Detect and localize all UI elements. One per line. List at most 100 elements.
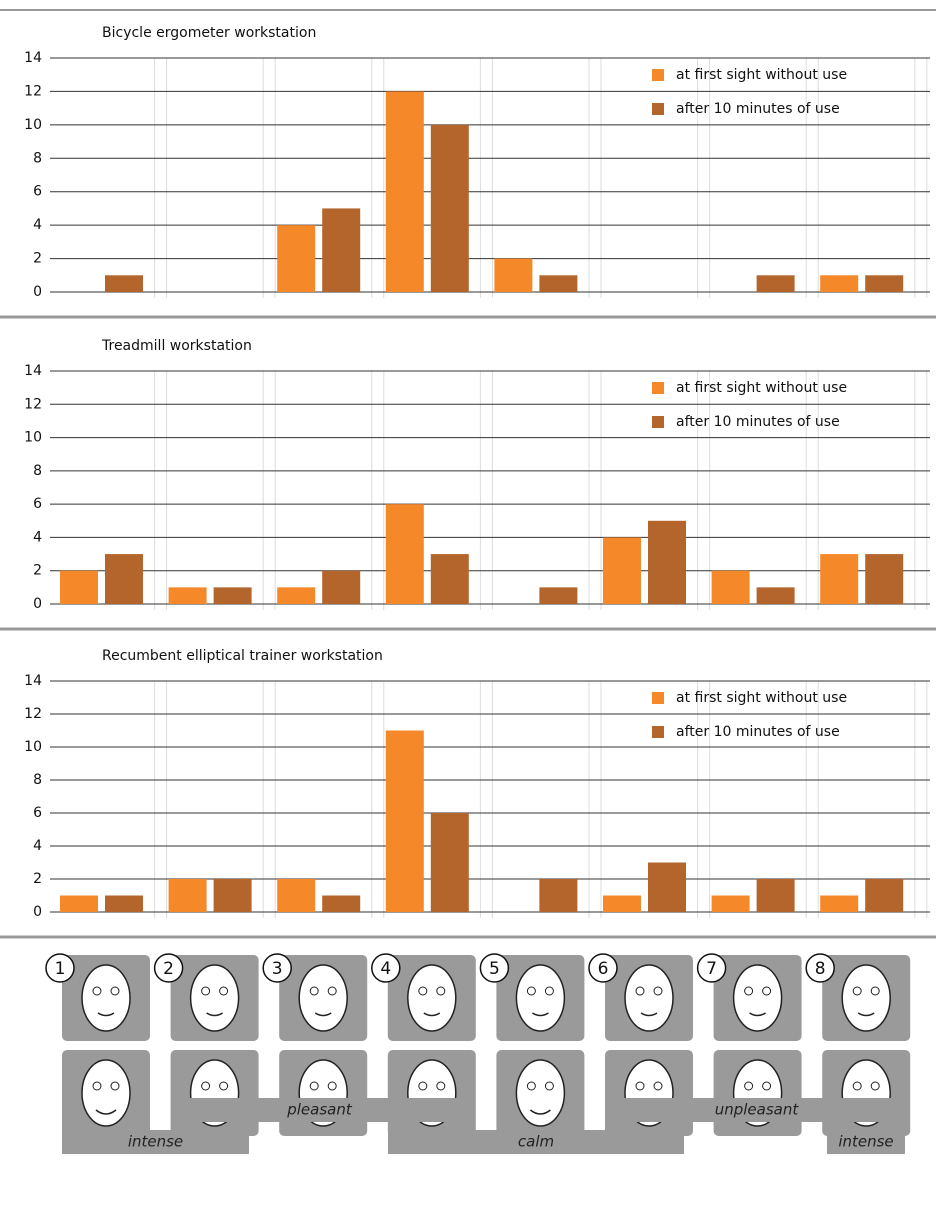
face-eye <box>219 1081 229 1091</box>
face-eye <box>635 986 645 996</box>
face-eye <box>744 986 754 996</box>
face <box>732 964 783 1032</box>
face-eye <box>110 986 120 996</box>
face-eye <box>418 986 428 996</box>
bar <box>865 275 904 292</box>
bar <box>711 570 750 604</box>
legend-label: after 10 minutes of use <box>676 414 840 430</box>
face-eye <box>201 986 211 996</box>
legend-label: at first sight without use <box>676 690 847 706</box>
legend-swatch <box>652 692 664 704</box>
bar <box>603 537 641 604</box>
face-eye <box>327 986 337 996</box>
face-mouth <box>640 1012 658 1017</box>
y-tick-label: 14 <box>24 673 42 689</box>
y-tick-label: 8 <box>33 772 42 788</box>
face <box>624 964 674 1032</box>
legend-label: after 10 minutes of use <box>676 101 840 117</box>
legend-swatch <box>652 103 664 115</box>
face-eye <box>852 1081 862 1091</box>
bar <box>430 813 469 912</box>
number-circle <box>479 953 510 983</box>
scale-label: calm <box>518 1133 554 1151</box>
y-tick-label: 0 <box>33 596 42 612</box>
scale-bar <box>608 1098 905 1122</box>
number-circle <box>805 953 835 983</box>
bar <box>865 554 904 604</box>
face-eye <box>219 986 229 996</box>
face <box>81 964 131 1032</box>
face-eye <box>327 1081 337 1091</box>
face-eye <box>309 1081 319 1091</box>
bar <box>711 895 750 912</box>
face-mouth <box>529 1109 551 1115</box>
face-eye <box>653 986 663 996</box>
scale-label: pleasant <box>286 1101 353 1119</box>
face-eye <box>436 986 446 996</box>
face <box>515 1059 566 1127</box>
y-tick-label: 6 <box>33 805 42 821</box>
face-mouth <box>314 1012 332 1017</box>
bar <box>277 879 316 912</box>
bar <box>213 587 252 604</box>
legend-label: at first sight without use <box>676 67 847 83</box>
number-circle <box>153 953 184 983</box>
face-eye <box>852 986 862 996</box>
y-tick-label: 10 <box>24 430 42 446</box>
chart-title: Treadmill workstation <box>101 338 252 354</box>
face-eye <box>526 1081 536 1091</box>
face-mouth <box>532 1012 549 1017</box>
number-circle <box>588 953 618 983</box>
scale-bar <box>388 1130 684 1154</box>
bar <box>756 587 795 604</box>
face-mouth <box>97 1012 115 1017</box>
face <box>841 964 891 1032</box>
face-number: 4 <box>380 959 391 979</box>
face-eye <box>870 986 880 996</box>
scale-bar <box>827 1130 905 1154</box>
bar <box>322 208 361 292</box>
y-tick-label: 12 <box>24 706 42 722</box>
face-eye <box>201 1081 211 1091</box>
face-number: 7 <box>706 959 717 979</box>
bar <box>756 879 795 912</box>
face-mouth <box>206 1012 223 1017</box>
scale-bar <box>172 1098 467 1122</box>
face-eye <box>418 1081 428 1091</box>
y-tick-label: 2 <box>33 563 42 579</box>
y-tick-label: 8 <box>33 150 42 166</box>
chart-title: Recumbent elliptical trainer workstation <box>102 648 383 664</box>
face-number: 8 <box>815 959 826 979</box>
face-number: 3 <box>272 959 283 979</box>
y-tick-label: 6 <box>33 496 42 512</box>
face-mouth <box>423 1012 441 1017</box>
y-tick-label: 8 <box>33 463 42 479</box>
face-eye <box>762 986 772 996</box>
face-eye <box>544 1081 554 1091</box>
face-eye <box>436 1081 446 1091</box>
bar <box>105 275 143 292</box>
y-tick-label: 14 <box>24 50 42 66</box>
bar <box>820 554 859 604</box>
legend-label: after 10 minutes of use <box>676 724 840 740</box>
face-eye <box>110 1081 120 1091</box>
legend-label: at first sight without use <box>676 380 847 396</box>
scale-label: unpleasant <box>715 1101 800 1119</box>
face <box>298 964 348 1032</box>
legend-swatch <box>652 69 664 81</box>
face-eye <box>635 1081 645 1091</box>
bar <box>168 879 207 912</box>
face <box>81 1059 131 1127</box>
scale-bar <box>62 1130 249 1154</box>
bar <box>277 587 316 604</box>
face-number: 2 <box>163 959 174 979</box>
face-eye <box>92 986 102 996</box>
face-mouth <box>95 1109 117 1115</box>
y-tick-label: 6 <box>33 184 42 200</box>
bar <box>322 570 361 604</box>
bar <box>865 879 904 912</box>
face <box>407 964 457 1032</box>
bar <box>430 554 469 604</box>
bar <box>277 225 316 292</box>
